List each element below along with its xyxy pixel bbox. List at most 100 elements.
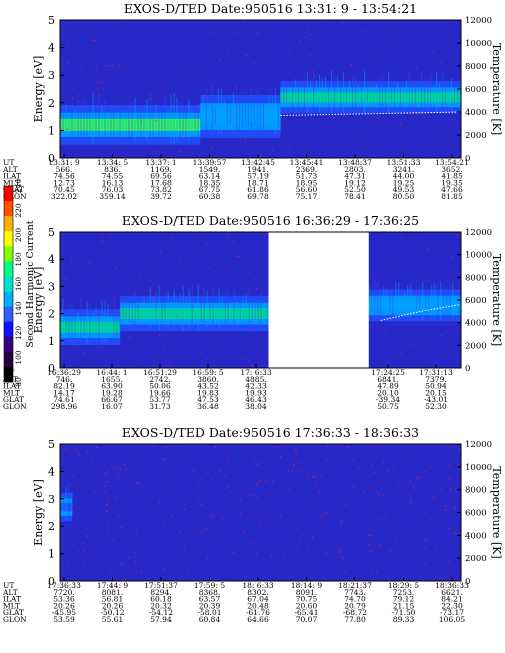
noise-speckle <box>288 489 290 491</box>
noise-speckle <box>448 465 450 467</box>
ephemeris-cell: 13:54:21 <box>435 158 469 167</box>
noise-speckle <box>376 571 378 573</box>
noise-speckle <box>243 20 246 22</box>
ephemeris-cell: 8368. <box>199 588 220 597</box>
noise-speckle <box>116 334 118 336</box>
noise-speckle <box>170 100 173 102</box>
noise-speckle <box>456 234 458 236</box>
ephemeris-cell: 76.03 <box>102 185 124 194</box>
noise-speckle <box>363 491 365 493</box>
noise-speckle <box>84 352 86 354</box>
noise-speckle <box>288 49 290 51</box>
colorbar-tick-label: 120 <box>14 326 23 341</box>
y-tick-label: 4 <box>48 42 55 55</box>
noise-speckle <box>154 355 156 357</box>
ephemeris-cell: 19.83 <box>197 388 219 397</box>
ephemeris-cell: 60.38 <box>199 192 221 201</box>
ephemeris-cell: 7720. <box>53 588 74 597</box>
ephemeris-cell: 63.57 <box>199 595 221 604</box>
noise-speckle <box>394 538 396 540</box>
ephemeris-cell: 53.77 <box>149 395 171 404</box>
noise-speckle <box>105 65 107 67</box>
y-tick-label: 5 <box>48 438 55 451</box>
noise-speckle <box>352 486 354 488</box>
noise-speckle <box>213 129 215 131</box>
noise-speckle <box>245 41 247 43</box>
y-tick-label: 4 <box>48 465 55 478</box>
noise-speckle <box>179 531 181 533</box>
noise-speckle <box>272 480 274 482</box>
ephemeris-cell: 20.60 <box>296 601 318 610</box>
temperature-curve <box>280 111 461 116</box>
noise-speckle <box>184 508 186 510</box>
noise-speckle <box>322 21 324 23</box>
ephemeris-cell: 3652. <box>441 165 462 174</box>
noise-speckle <box>433 51 435 53</box>
noise-speckle <box>237 95 239 98</box>
ephemeris-cell: 3241. <box>393 165 414 174</box>
noise-speckle <box>197 485 200 487</box>
ephemeris-cell: 77.80 <box>344 615 366 624</box>
noise-speckle <box>228 51 230 53</box>
noise-speckle <box>407 77 410 79</box>
noise-speckle <box>60 82 62 84</box>
noise-speckle <box>292 464 295 466</box>
noise-speckle <box>296 453 298 455</box>
noise-speckle <box>108 543 110 545</box>
noise-speckle <box>387 470 389 472</box>
ephemeris-cell: 8294. <box>150 588 171 597</box>
ephemeris-cell: 13:37: 1 <box>145 158 176 167</box>
noise-speckle <box>212 32 214 34</box>
noise-speckle <box>128 129 130 132</box>
noise-speckle <box>213 338 215 341</box>
noise-speckle <box>103 472 105 474</box>
noise-speckle <box>369 485 371 487</box>
noise-speckle <box>304 570 307 572</box>
noise-speckle <box>193 66 195 68</box>
noise-speckle <box>414 111 416 114</box>
ephemeris-cell: 47.53 <box>197 395 219 404</box>
noise-speckle <box>434 576 437 579</box>
noise-speckle <box>198 107 200 109</box>
noise-speckle <box>378 481 380 483</box>
y2-tick-label: 4000 <box>465 108 487 118</box>
colorbar-swatch <box>4 276 13 293</box>
noise-speckle <box>239 513 242 515</box>
noise-speckle <box>265 479 267 482</box>
ephemeris-cell: 3860. <box>197 375 218 384</box>
noise-speckle <box>388 265 391 267</box>
ephemeris-cell: 19.12 <box>344 178 366 187</box>
noise-speckle <box>435 575 437 577</box>
ephemeris-cell: 70.45 <box>53 185 75 194</box>
noise-speckle <box>283 98 285 100</box>
noise-speckle <box>118 311 121 313</box>
noise-speckle <box>244 139 246 141</box>
noise-speckle <box>377 235 379 237</box>
ephemeris-cell: 70.07 <box>296 615 318 624</box>
noise-speckle <box>71 97 73 99</box>
noise-speckle <box>117 472 120 475</box>
colorbar-tick-label: 80 <box>14 377 23 387</box>
noise-speckle <box>248 494 250 496</box>
noise-speckle <box>343 505 345 507</box>
noise-speckle <box>306 79 308 81</box>
ephemeris-row-label: ILAT <box>3 172 21 181</box>
noise-speckle <box>271 150 273 152</box>
colorbar-swatch <box>4 186 13 202</box>
noise-speckle <box>268 52 270 55</box>
ephemeris-cell: 49.53 <box>393 185 415 194</box>
noise-speckle <box>454 508 457 510</box>
noise-speckle <box>276 27 278 29</box>
energy-band-core <box>368 300 461 311</box>
noise-speckle <box>72 474 74 476</box>
ephemeris-cell: 19.25 <box>393 178 415 187</box>
noise-speckle <box>185 452 187 454</box>
ephemeris-cell: 16:36:29 <box>47 368 81 377</box>
ephemeris-cell: 46.43 <box>245 395 267 404</box>
ephemeris-cell: 56.60 <box>296 185 318 194</box>
noise-speckle <box>273 547 275 549</box>
noise-speckle <box>229 491 231 493</box>
ephemeris-cell: -68.72 <box>343 608 367 617</box>
ephemeris-cell: -58.01 <box>197 608 221 617</box>
noise-speckle <box>297 462 300 464</box>
